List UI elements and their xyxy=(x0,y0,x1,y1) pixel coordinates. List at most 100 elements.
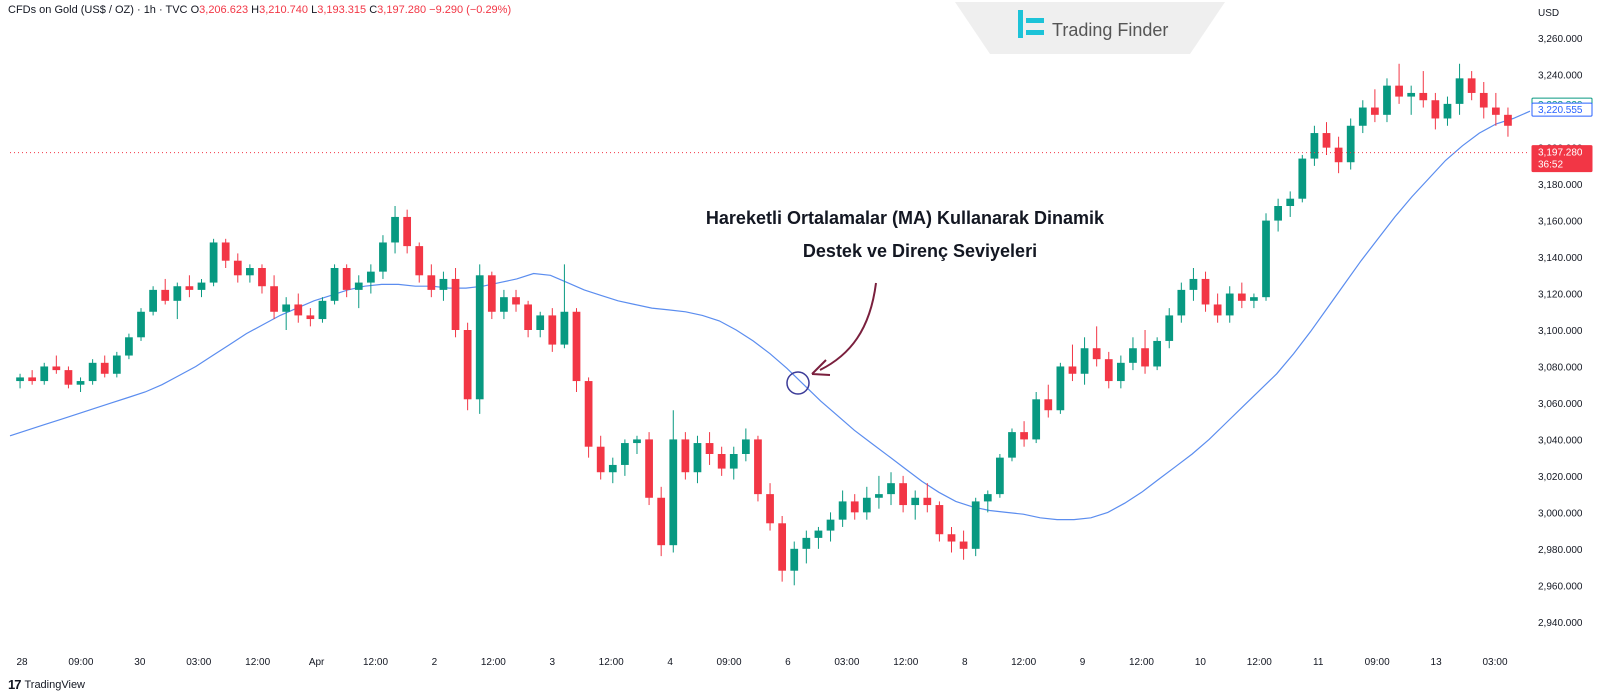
x-tick-label: 8 xyxy=(962,657,968,668)
candle xyxy=(1201,271,1210,312)
candle-body xyxy=(391,216,399,243)
candle-body xyxy=(112,355,121,374)
candle-body xyxy=(161,289,170,301)
candle-body xyxy=(1322,133,1331,148)
candle-body xyxy=(1153,340,1162,367)
candle xyxy=(1141,330,1149,374)
x-tick-label: 12:00 xyxy=(363,657,388,668)
candle xyxy=(778,516,787,582)
candle-body xyxy=(463,330,472,400)
candle-body xyxy=(1286,198,1295,206)
x-tick-label: 09:00 xyxy=(1365,657,1390,668)
symbol-label: CFDs on Gold (US$ / OZ) · 1h · TVC xyxy=(8,4,188,16)
candle-body xyxy=(415,246,424,276)
candle xyxy=(366,264,375,294)
candle-body xyxy=(875,494,883,498)
candle xyxy=(681,432,690,480)
candle-body xyxy=(1358,107,1367,126)
candle xyxy=(76,377,85,392)
x-tick-label: 9 xyxy=(1080,657,1086,668)
chart-header: CFDs on Gold (US$ / OZ) · 1h · TVC O3,20… xyxy=(8,4,511,16)
x-tick-label: 12:00 xyxy=(1247,657,1272,668)
candle-body xyxy=(1395,85,1403,97)
candle xyxy=(52,355,61,374)
candle xyxy=(270,275,278,320)
candle xyxy=(1020,421,1028,447)
candle xyxy=(996,454,1004,498)
candle-body xyxy=(621,443,629,465)
candle-body xyxy=(741,439,750,454)
candle xyxy=(197,278,206,298)
candle xyxy=(1189,268,1198,301)
price-axis[interactable]: 3,260.0003,240.0003,200.0003,180.0003,16… xyxy=(1538,34,1583,629)
candle-body xyxy=(838,501,847,520)
currency-label: USD xyxy=(1538,8,1559,19)
candle xyxy=(318,297,327,323)
candle xyxy=(463,322,472,411)
candle-body xyxy=(971,501,980,549)
candle xyxy=(1431,92,1440,130)
y-tick-label: 3,080.000 xyxy=(1538,362,1583,373)
candle-body xyxy=(318,300,327,320)
y-tick-label: 3,180.000 xyxy=(1538,180,1583,191)
candle xyxy=(28,370,37,385)
candle-body xyxy=(342,268,351,290)
candle-body xyxy=(1383,85,1391,115)
candle xyxy=(1358,100,1367,134)
time-axis[interactable]: 28 09:00 30 03:00 12:00 Apr 12:00 2 12:00 3 12:00 4… xyxy=(16,657,1508,668)
candle-body xyxy=(1419,92,1428,101)
candle-body xyxy=(887,483,895,495)
candle xyxy=(512,289,520,312)
candle xyxy=(1104,351,1113,389)
candle-body xyxy=(197,282,206,290)
candle xyxy=(741,428,750,462)
candle-body xyxy=(1407,92,1416,97)
low-label: L xyxy=(311,4,318,16)
y-tick-label: 3,000.000 xyxy=(1538,508,1583,519)
candle-body xyxy=(1298,158,1307,199)
annotation: Hareketli Ortalamalar (MA) Kullanarak Di… xyxy=(706,208,1105,395)
x-tick-label: 12:00 xyxy=(1129,657,1154,668)
x-tick-label: 03:00 xyxy=(1482,657,1507,668)
x-tick-label: 12:00 xyxy=(1011,657,1036,668)
y-tick-label: 3,260.000 xyxy=(1538,34,1583,45)
annotation-arrowhead xyxy=(811,359,831,376)
candle-body xyxy=(1491,107,1500,115)
candle xyxy=(1044,384,1053,418)
candle-body xyxy=(76,381,85,385)
candle xyxy=(657,486,666,557)
y-tick-label: 2,960.000 xyxy=(1538,581,1583,592)
price-tag-value: 3,220.555 xyxy=(1538,105,1583,116)
candle xyxy=(1298,154,1307,203)
candle xyxy=(693,435,702,484)
candle xyxy=(536,311,545,338)
candle xyxy=(427,264,436,298)
candle-body xyxy=(100,362,109,374)
x-tick-label: 03:00 xyxy=(186,657,211,668)
candle-body xyxy=(16,377,24,382)
y-tick-label: 3,140.000 xyxy=(1538,253,1583,264)
candle-body xyxy=(403,216,412,247)
close-value: 3,197.280 xyxy=(377,4,427,16)
candle xyxy=(161,278,170,305)
candle xyxy=(1334,136,1343,174)
candle-body xyxy=(282,304,291,312)
candle xyxy=(1213,293,1222,323)
candle-body xyxy=(1129,348,1137,363)
candle xyxy=(1407,85,1416,115)
candle-body xyxy=(258,268,266,287)
candle xyxy=(814,526,823,549)
candle-body xyxy=(294,304,303,316)
candle-body xyxy=(475,275,484,400)
candle xyxy=(342,264,351,298)
high-value: 3,210.740 xyxy=(259,4,309,16)
x-tick-label: 6 xyxy=(785,657,791,668)
candle xyxy=(1165,308,1174,349)
candle-body xyxy=(1371,107,1379,115)
candle xyxy=(209,238,218,287)
close-label: C xyxy=(369,4,378,16)
trading-finder-logo-icon xyxy=(1018,10,1044,38)
candle-body xyxy=(681,439,690,473)
